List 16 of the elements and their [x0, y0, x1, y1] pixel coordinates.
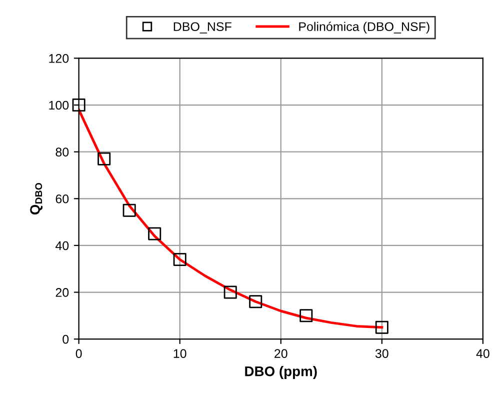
legend-label: DBO_NSF — [174, 22, 232, 34]
y-tick-label: 20 — [56, 288, 69, 297]
x-tick-label: 30 — [375, 349, 388, 358]
x-axis-title: DBO (ppm) — [245, 366, 317, 379]
y-tick-label: 60 — [56, 194, 69, 204]
y-tick-label: 40 — [55, 241, 69, 250]
y-axis-title: Q$_{DBO}$ — [30, 182, 43, 215]
y-tick-label: 120 — [49, 54, 69, 63]
x-tick-label: 40 — [476, 349, 490, 358]
x-tick-label: 20 — [274, 349, 288, 358]
x-tick-label: 10 — [174, 349, 186, 358]
y-tick-label: 100 — [49, 100, 69, 110]
legend-label: Polinómica (DBO_NSF) — [299, 22, 430, 34]
x-tick-label: 0 — [76, 349, 82, 358]
y-tick-label: 0 — [62, 334, 69, 344]
y-tick-label: 80 — [56, 148, 69, 156]
